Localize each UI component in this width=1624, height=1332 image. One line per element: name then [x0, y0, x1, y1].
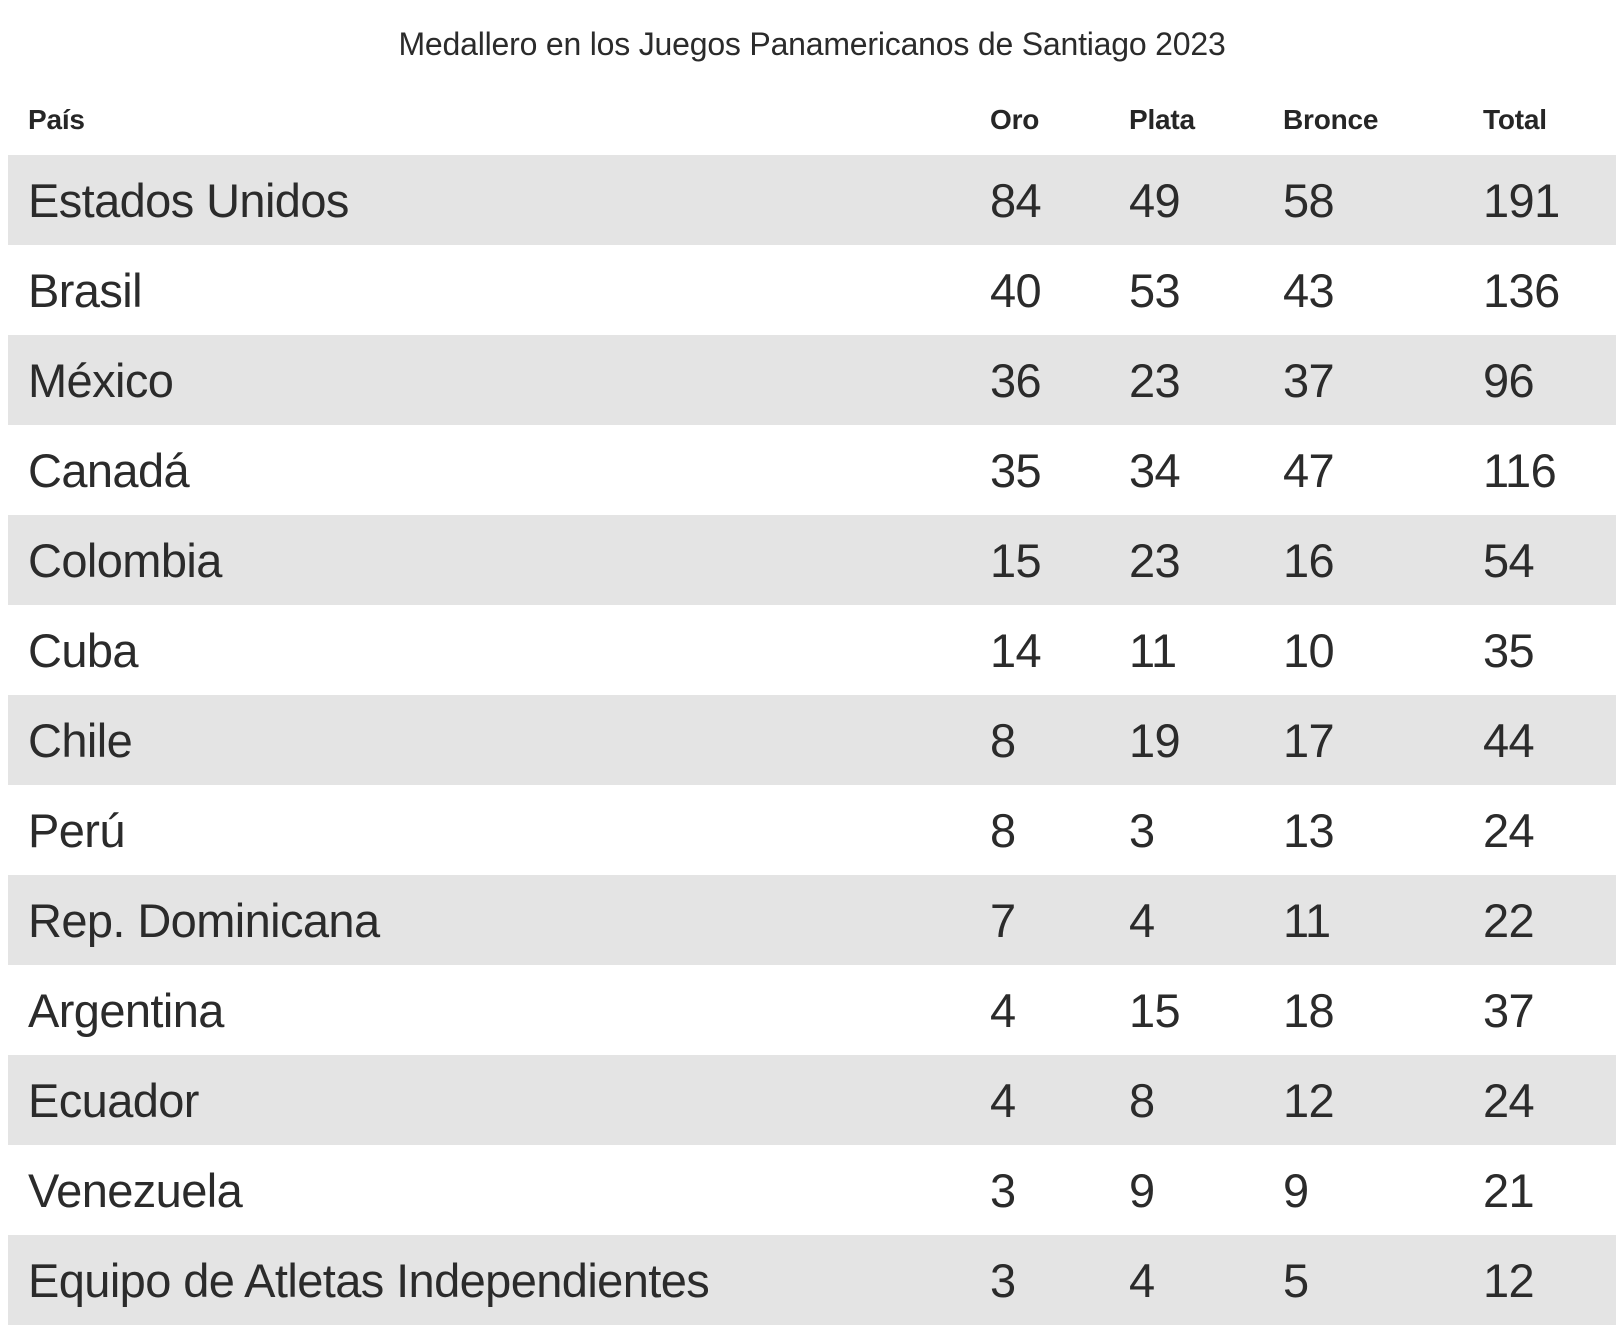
- cell-total: 37: [1483, 983, 1535, 1037]
- cell-country: Colombia: [28, 533, 222, 587]
- cell-total: 191: [1483, 173, 1560, 227]
- cell-bronce: 16: [1283, 533, 1335, 587]
- cell-country: Canadá: [28, 443, 190, 497]
- cell-bronce: 12: [1283, 1073, 1335, 1127]
- table-row: Ecuador 4 8 12 24: [8, 1055, 1616, 1145]
- cell-total: 136: [1483, 263, 1560, 317]
- cell-bronce: 47: [1283, 443, 1335, 497]
- cell-plata: 4: [1129, 1253, 1155, 1307]
- cell-country: Brasil: [28, 263, 143, 317]
- cell-bronce: 17: [1283, 713, 1335, 767]
- cell-plata: 19: [1129, 713, 1181, 767]
- cell-country: Chile: [28, 713, 133, 767]
- cell-plata: 3: [1129, 803, 1155, 857]
- cell-plata: 34: [1129, 443, 1181, 497]
- cell-oro: 3: [990, 1253, 1016, 1307]
- cell-bronce: 58: [1283, 173, 1335, 227]
- cell-country: Equipo de Atletas Independientes: [28, 1253, 710, 1307]
- cell-plata: 15: [1129, 983, 1181, 1037]
- cell-oro: 84: [990, 173, 1042, 227]
- table-row: Brasil 40 53 43 136: [8, 245, 1616, 335]
- cell-plata: 49: [1129, 173, 1181, 227]
- cell-oro: 4: [990, 983, 1016, 1037]
- column-header-bronce: Bronce: [1283, 104, 1379, 135]
- column-header-pais: País: [28, 104, 85, 135]
- cell-country: Ecuador: [28, 1073, 199, 1127]
- cell-oro: 3: [990, 1163, 1016, 1217]
- table-row: Estados Unidos 84 49 58 191: [8, 155, 1616, 245]
- column-header-plata: Plata: [1129, 104, 1195, 135]
- cell-total: 22: [1483, 893, 1535, 947]
- chart-title: Medallero en los Juegos Panamericanos de…: [398, 26, 1226, 62]
- cell-total: 44: [1483, 713, 1535, 767]
- cell-total: 24: [1483, 803, 1535, 857]
- cell-oro: 35: [990, 443, 1042, 497]
- table-row: Perú 8 3 13 24: [8, 785, 1616, 875]
- table-row: Argentina 4 15 18 37: [8, 965, 1616, 1055]
- cell-total: 12: [1483, 1253, 1535, 1307]
- column-header-total: Total: [1483, 104, 1547, 135]
- table-body: Estados Unidos 84 49 58 191 Brasil 40 53…: [0, 155, 1624, 1325]
- cell-country: Rep. Dominicana: [28, 893, 380, 947]
- cell-oro: 4: [990, 1073, 1016, 1127]
- cell-total: 21: [1483, 1163, 1535, 1217]
- cell-total: 116: [1483, 443, 1557, 497]
- cell-country: Cuba: [28, 623, 139, 677]
- table-row: Canadá 35 34 47 116: [8, 425, 1616, 515]
- cell-oro: 36: [990, 353, 1042, 407]
- column-header-oro: Oro: [990, 104, 1040, 135]
- cell-plata: 11: [1129, 623, 1177, 677]
- cell-bronce: 43: [1283, 263, 1335, 317]
- table-row: Colombia 15 23 16 54: [8, 515, 1616, 605]
- cell-country: Perú: [28, 803, 125, 857]
- cell-plata: 23: [1129, 353, 1181, 407]
- cell-country: Estados Unidos: [28, 173, 349, 227]
- cell-oro: 7: [990, 893, 1016, 947]
- cell-total: 54: [1483, 533, 1535, 587]
- cell-total: 96: [1483, 353, 1535, 407]
- cell-bronce: 18: [1283, 983, 1335, 1037]
- cell-oro: 8: [990, 713, 1016, 767]
- cell-oro: 14: [990, 623, 1042, 677]
- cell-bronce: 37: [1283, 353, 1335, 407]
- table-row: Equipo de Atletas Independientes 3 4 5 1…: [8, 1235, 1616, 1325]
- cell-country: Venezuela: [28, 1163, 243, 1217]
- cell-oro: 8: [990, 803, 1016, 857]
- cell-plata: 23: [1129, 533, 1181, 587]
- cell-total: 35: [1483, 623, 1535, 677]
- table-header-row: País Oro Plata Bronce Total: [8, 85, 1616, 155]
- cell-bronce: 10: [1283, 623, 1335, 677]
- cell-bronce: 13: [1283, 803, 1335, 857]
- cell-total: 24: [1483, 1073, 1535, 1127]
- table-row: Rep. Dominicana 7 4 11 22: [8, 875, 1616, 965]
- cell-bronce: 5: [1283, 1253, 1309, 1307]
- cell-bronce: 11: [1283, 893, 1331, 947]
- table-row: Cuba 14 11 10 35: [8, 605, 1616, 695]
- table-row: Venezuela 3 9 9 21: [8, 1145, 1616, 1235]
- cell-oro: 40: [990, 263, 1042, 317]
- cell-country: México: [28, 353, 174, 407]
- cell-bronce: 9: [1283, 1163, 1309, 1217]
- cell-plata: 8: [1129, 1073, 1155, 1127]
- cell-oro: 15: [990, 533, 1042, 587]
- table-row: México 36 23 37 96: [8, 335, 1616, 425]
- cell-country: Argentina: [28, 983, 224, 1037]
- table-row: Chile 8 19 17 44: [8, 695, 1616, 785]
- cell-plata: 9: [1129, 1163, 1155, 1217]
- cell-plata: 4: [1129, 893, 1155, 947]
- cell-plata: 53: [1129, 263, 1181, 317]
